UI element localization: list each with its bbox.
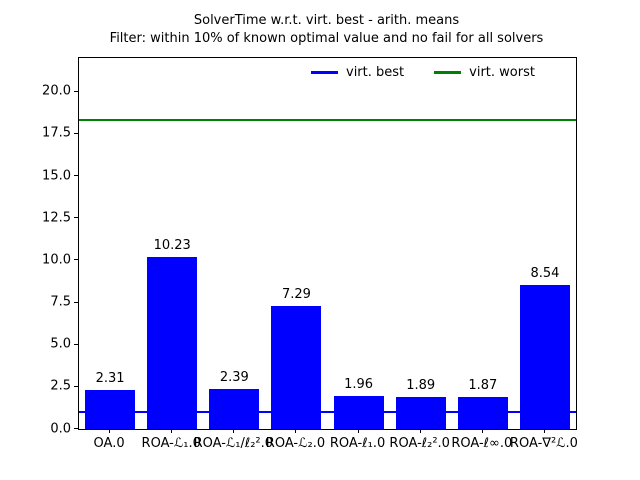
- y-tick-label: 12.5: [42, 210, 71, 226]
- hline-virt-best: [79, 411, 576, 414]
- y-tick-mark: [74, 259, 78, 261]
- y-tick-mark: [74, 217, 78, 219]
- y-tick-mark: [74, 132, 78, 134]
- y-tick-label: 2.5: [50, 378, 71, 394]
- bar-value-label: 2.39: [219, 369, 249, 385]
- bar-ROA-ℒ₁/ℓ₂².0: [209, 388, 260, 429]
- y-tick-mark: [74, 428, 78, 429]
- x-tick-label: ROA-ℒ₁/ℓ₂².0: [193, 436, 274, 451]
- x-tick-mark: [171, 429, 173, 433]
- legend: virt. best virt. worst: [311, 65, 535, 80]
- x-tick-label: OA.0: [93, 436, 125, 451]
- y-tick-label: 10.0: [42, 252, 71, 268]
- chart-title-line1: SolverTime w.r.t. virt. best - arith. me…: [193, 13, 460, 28]
- y-tick-label: 7.5: [50, 294, 71, 310]
- chart-title: SolverTime w.r.t. virt. best - arith. me…: [78, 12, 575, 48]
- x-tick-label: ROA-ℓ∞.0: [451, 436, 513, 451]
- legend-line-sample: [311, 71, 338, 74]
- y-tick-mark: [74, 301, 78, 303]
- bar-value-label: 10.23: [153, 237, 191, 253]
- hline-virt-worst: [79, 118, 576, 121]
- bar-ROA-ℓ₁.0: [333, 395, 384, 429]
- y-tick-mark: [74, 385, 78, 387]
- x-tick-mark: [481, 429, 483, 433]
- bar-value-label: 1.87: [468, 378, 498, 394]
- x-tick-mark: [543, 429, 545, 433]
- bar-value-label: 8.54: [530, 266, 560, 281]
- y-tick-label: 5.0: [50, 336, 71, 352]
- x-tick-mark: [109, 429, 111, 433]
- bar-ROA-ℒ₁.0: [147, 256, 198, 429]
- y-tick-label: 0.0: [50, 421, 71, 436]
- bar-value-label: 1.89: [406, 378, 436, 394]
- bar-ROA-∇²ℒ.0: [519, 285, 570, 429]
- bar-OA.0: [85, 390, 136, 429]
- plot-area: virt. best virt. worst 2.31 10.23 2.39 7.29 1…: [78, 57, 577, 430]
- x-tick-label: ROA-∇²ℒ.0: [509, 436, 578, 451]
- bar-ROA-ℓ∞.0: [457, 397, 508, 429]
- legend-item-label: virt. best: [346, 65, 405, 80]
- y-tick-mark: [74, 90, 78, 92]
- bar-ROA-ℓ₂².0: [395, 397, 446, 429]
- x-tick-mark: [233, 429, 235, 433]
- x-tick-mark: [295, 429, 297, 433]
- x-tick-label: ROA-ℒ₁.0: [141, 436, 201, 451]
- bar-ROA-ℒ₂.0: [271, 306, 322, 429]
- x-tick-label: ROA-ℓ₂².0: [389, 436, 450, 451]
- y-tick-mark: [74, 175, 78, 177]
- x-tick-label: ROA-ℓ₁.0: [329, 436, 386, 451]
- legend-item: virt. worst: [434, 65, 535, 80]
- legend-item-label: virt. worst: [469, 65, 535, 80]
- bar-value-label: 2.31: [95, 371, 125, 387]
- y-tick-label: 17.5: [42, 125, 71, 141]
- bar-value-label: 7.29: [281, 287, 311, 303]
- y-tick-label: 15.0: [42, 168, 71, 184]
- x-tick-mark: [357, 429, 359, 433]
- chart-title-line2: Filter: within 10% of known optimal valu…: [109, 31, 544, 46]
- legend-item: virt. best: [311, 65, 404, 80]
- y-tick-mark: [74, 343, 78, 345]
- y-tick-label: 20.0: [42, 83, 71, 99]
- x-tick-mark: [419, 429, 421, 433]
- legend-line-sample: [434, 71, 462, 74]
- bar-value-label: 1.96: [344, 376, 374, 392]
- x-tick-label: ROA-ℒ₂.0: [265, 436, 326, 451]
